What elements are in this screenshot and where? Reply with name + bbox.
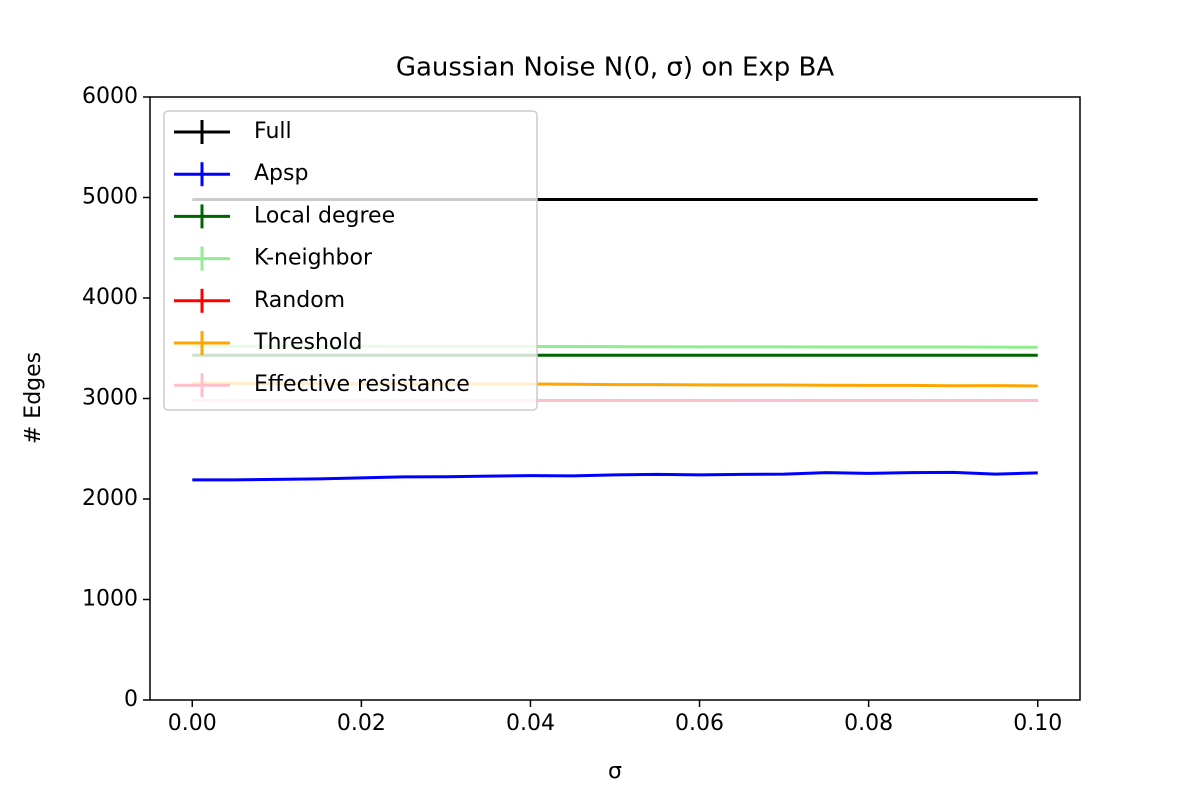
legend-label: Full [254, 119, 292, 144]
legend-label: Apsp [254, 161, 308, 186]
x-tick-label: 0.04 [506, 711, 555, 736]
legend-label: Local degree [254, 203, 395, 228]
legend-box [163, 110, 538, 411]
legend-label: K-neighbor [254, 246, 373, 271]
plot-frame [149, 96, 1081, 701]
y-tick-label: 0 [124, 687, 138, 712]
y-tick-label: 6000 [82, 84, 138, 109]
x-tick-label: 0.00 [168, 711, 217, 736]
legend-label: Random [254, 288, 345, 313]
y-tick-label: 5000 [82, 185, 138, 210]
x-tick-label: 0.02 [337, 711, 386, 736]
y-axis-label: # Edges [21, 352, 46, 444]
x-tick-label: 0.06 [675, 711, 724, 736]
legend-label: Threshold [253, 330, 362, 355]
y-tick-label: 4000 [82, 285, 138, 310]
y-tick-label: 1000 [82, 587, 138, 612]
series-line [192, 470, 1038, 482]
y-tick-label: 3000 [82, 386, 138, 411]
x-axis-label: σ [608, 759, 622, 784]
y-tick-label: 2000 [82, 486, 138, 511]
x-tick-label: 0.10 [1013, 711, 1062, 736]
chart-title: Gaussian Noise N(0, σ) on Exp BA [396, 53, 835, 83]
legend-label: Effective resistance [254, 372, 470, 397]
x-tick-label: 0.08 [844, 711, 893, 736]
